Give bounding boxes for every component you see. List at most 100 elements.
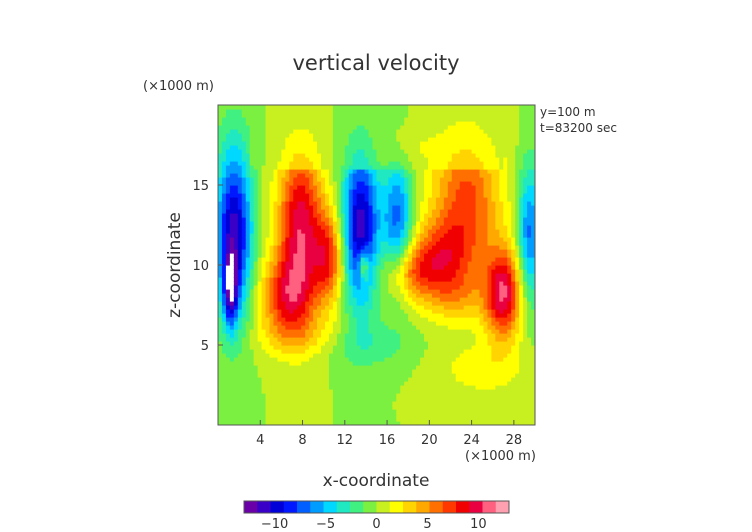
heatmap-cell [257, 137, 263, 142]
heatmap-cell [340, 133, 346, 138]
heatmap-cell [336, 177, 342, 182]
heatmap-cell [328, 245, 334, 250]
heatmap-cell [221, 329, 227, 334]
heatmap-cell [443, 217, 449, 222]
heatmap-cell [321, 373, 326, 378]
heatmap-cell [344, 369, 350, 374]
heatmap-cell [285, 277, 290, 282]
heatmap-cell [416, 289, 421, 294]
heatmap-cell [400, 153, 405, 158]
heatmap-cell [328, 117, 334, 122]
heatmap-cell [412, 109, 417, 114]
heatmap-cell [384, 385, 389, 390]
heatmap-cell [305, 261, 310, 266]
heatmap-cell [455, 221, 461, 226]
heatmap-cell [301, 341, 306, 346]
heatmap-cell [249, 305, 255, 310]
heatmap-cell [451, 237, 457, 242]
heatmap-cell [352, 225, 358, 230]
heatmap-cell [431, 113, 437, 118]
heatmap-cell [420, 333, 425, 338]
heatmap-cell [435, 257, 441, 262]
heatmap-cell [273, 349, 279, 354]
heatmap-cell [249, 225, 255, 230]
heatmap-cell [285, 261, 290, 266]
heatmap-cell [360, 353, 366, 358]
heatmap-cell [328, 345, 334, 350]
heatmap-cell [344, 133, 350, 138]
heatmap-cell [225, 145, 231, 150]
heatmap-cell [328, 157, 334, 162]
heatmap-cell [324, 253, 330, 258]
heatmap-cell [459, 125, 465, 130]
heatmap-cell [249, 289, 255, 294]
heatmap-cell [218, 385, 223, 390]
heatmap-cell [237, 273, 243, 278]
heatmap-cell [431, 133, 437, 138]
heatmap-cell [348, 313, 354, 318]
heatmap-cell [269, 345, 275, 350]
heatmap-cell [340, 341, 346, 346]
heatmap-cell [376, 389, 382, 394]
heatmap-cell [372, 277, 378, 282]
heatmap-cell [293, 277, 298, 282]
heatmap-cell [261, 217, 267, 222]
heatmap-cell [328, 193, 334, 198]
heatmap-cell [352, 401, 358, 406]
heatmap-cell [281, 253, 286, 258]
heatmap-cell [360, 137, 366, 142]
heatmap-cell [301, 293, 306, 298]
heatmap-cell [412, 333, 417, 338]
heatmap-cell [455, 349, 461, 354]
heatmap-cell [233, 209, 239, 214]
heatmap-cell [424, 309, 429, 314]
heatmap-cell [451, 349, 457, 354]
heatmap-cell [364, 277, 370, 282]
heatmap-cell [380, 357, 386, 362]
heatmap-cell [372, 225, 378, 230]
heatmap-cell [380, 125, 386, 130]
heatmap-cell [277, 397, 282, 402]
heatmap-cell [435, 137, 441, 142]
heatmap-cell [321, 405, 326, 410]
heatmap-cell [455, 281, 461, 286]
heatmap-cell [237, 217, 243, 222]
heatmap-cell [384, 177, 389, 182]
heatmap-cell [313, 181, 318, 186]
heatmap-cell [416, 173, 421, 178]
heatmap-cell [443, 321, 449, 326]
heatmap-cell [218, 117, 223, 122]
heatmap-cell [356, 289, 362, 294]
heatmap-cell [297, 197, 302, 202]
heatmap-cell [352, 373, 358, 378]
heatmap-cell [384, 289, 389, 294]
heatmap-cell [313, 305, 318, 310]
heatmap-cell [396, 417, 401, 422]
heatmap-cell [277, 121, 282, 126]
heatmap-cell [237, 309, 243, 314]
heatmap-cell [459, 117, 465, 122]
heatmap-cell [364, 393, 370, 398]
heatmap-cell [364, 405, 370, 410]
heatmap-cell [317, 401, 322, 406]
heatmap-cell [439, 369, 445, 374]
heatmap-cell [237, 333, 243, 338]
heatmap-cell [273, 325, 279, 330]
heatmap-cell [218, 313, 223, 318]
heatmap-cell [428, 145, 433, 150]
heatmap-cell [424, 397, 429, 402]
heatmap-cell [356, 153, 362, 158]
heatmap-cell [340, 289, 346, 294]
heatmap-cell [424, 273, 429, 278]
heatmap-cell [372, 125, 378, 130]
heatmap-cell [428, 309, 433, 314]
heatmap-cell [225, 217, 231, 222]
heatmap-cell [301, 301, 306, 306]
heatmap-cell [221, 229, 227, 234]
heatmap-cell [420, 413, 425, 418]
heatmap-cell [372, 245, 378, 250]
heatmap-cell [328, 305, 334, 310]
heatmap-cell [305, 253, 310, 258]
heatmap-cell [372, 345, 378, 350]
heatmap-cell [285, 169, 290, 174]
